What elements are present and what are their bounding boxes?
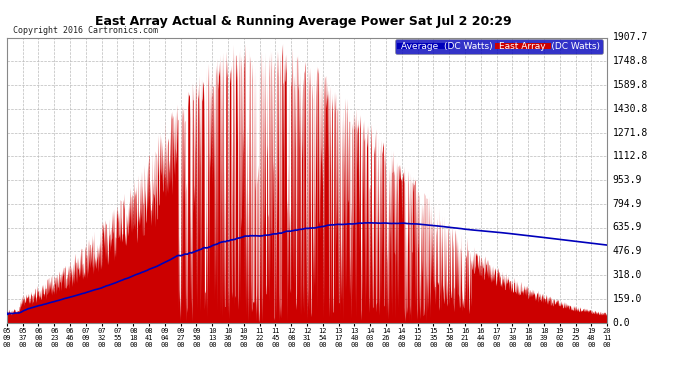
Text: 159.0: 159.0 [613, 294, 642, 304]
Text: 318.0: 318.0 [613, 270, 642, 280]
Legend: Average  (DC Watts), East Array  (DC Watts): Average (DC Watts), East Array (DC Watts… [395, 39, 602, 54]
Text: 0.0: 0.0 [613, 318, 631, 327]
Text: 476.9: 476.9 [613, 246, 642, 256]
Text: 635.9: 635.9 [613, 222, 642, 232]
Text: 1907.7: 1907.7 [613, 33, 648, 42]
Text: 1748.8: 1748.8 [613, 56, 648, 66]
Text: Copyright 2016 Cartronics.com: Copyright 2016 Cartronics.com [13, 26, 158, 34]
Text: 953.9: 953.9 [613, 175, 642, 185]
Text: 1589.8: 1589.8 [613, 80, 648, 90]
Text: 1430.8: 1430.8 [613, 104, 648, 114]
Text: 1112.8: 1112.8 [613, 151, 648, 161]
Text: East Array Actual & Running Average Power Sat Jul 2 20:29: East Array Actual & Running Average Powe… [95, 15, 512, 28]
Text: 794.9: 794.9 [613, 199, 642, 209]
Text: 1271.8: 1271.8 [613, 128, 648, 138]
